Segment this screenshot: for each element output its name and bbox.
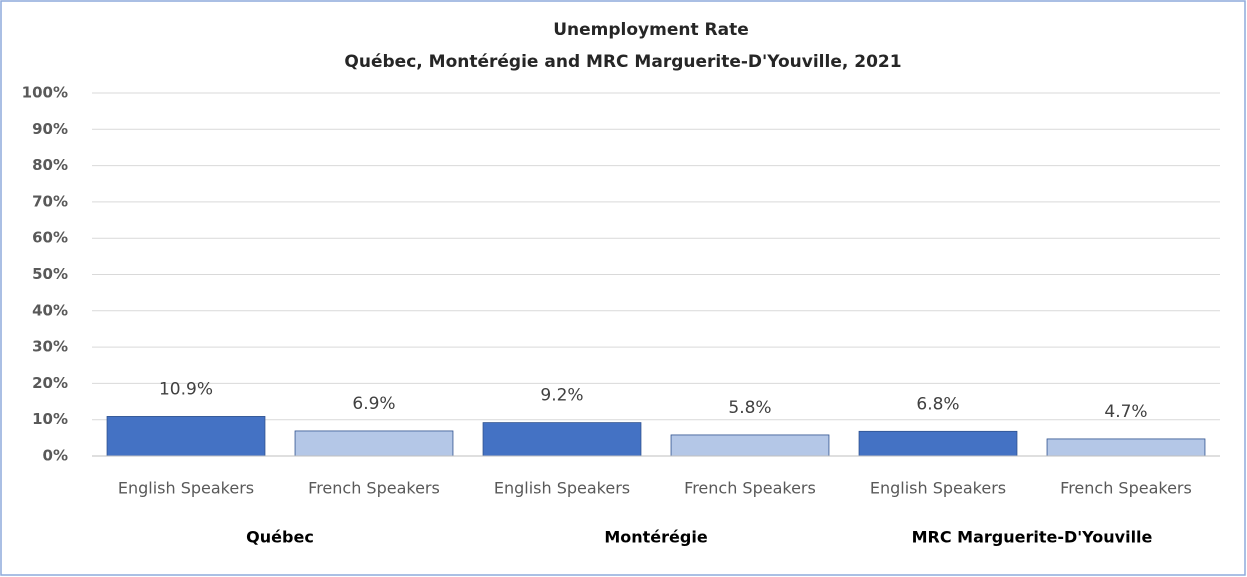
y-tick-label: 60% [32,229,68,247]
value-label: 6.9% [352,394,395,414]
y-tick-label: 30% [32,338,68,356]
x-tick-label: English Speakers [870,479,1006,498]
y-tick-label: 10% [32,410,68,428]
bar [482,422,642,457]
bar [294,430,454,457]
y-tick-label: 70% [32,192,68,210]
y-tick-label: 40% [32,301,68,319]
value-label: 4.7% [1104,402,1147,422]
x-tick-label: French Speakers [684,479,816,498]
value-label: 6.8% [916,394,959,414]
chart-subtitle: Québec, Montérégie and MRC Marguerite-D'… [344,52,901,72]
y-tick-label: 80% [32,156,68,174]
value-label: 10.9% [159,379,213,399]
x-tick-label: English Speakers [494,479,630,498]
group-label: MRC Marguerite-D'Youville [912,528,1153,547]
y-tick-label: 0% [43,447,68,465]
x-tick-label: English Speakers [118,479,254,498]
bar [1046,438,1206,457]
bar [858,430,1018,457]
y-tick-label: 90% [32,120,68,138]
y-tick-label: 20% [32,374,68,392]
y-tick-label: 50% [32,265,68,283]
chart-title: Unemployment Rate [553,20,749,40]
group-label: Québec [246,528,314,547]
bar [106,416,266,457]
y-tick-label: 100% [22,84,68,102]
value-label: 5.8% [728,398,771,418]
bar [670,434,830,457]
x-tick-label: French Speakers [308,479,440,498]
group-label: Montérégie [604,528,707,547]
x-tick-label: French Speakers [1060,479,1192,498]
value-label: 9.2% [540,386,583,406]
